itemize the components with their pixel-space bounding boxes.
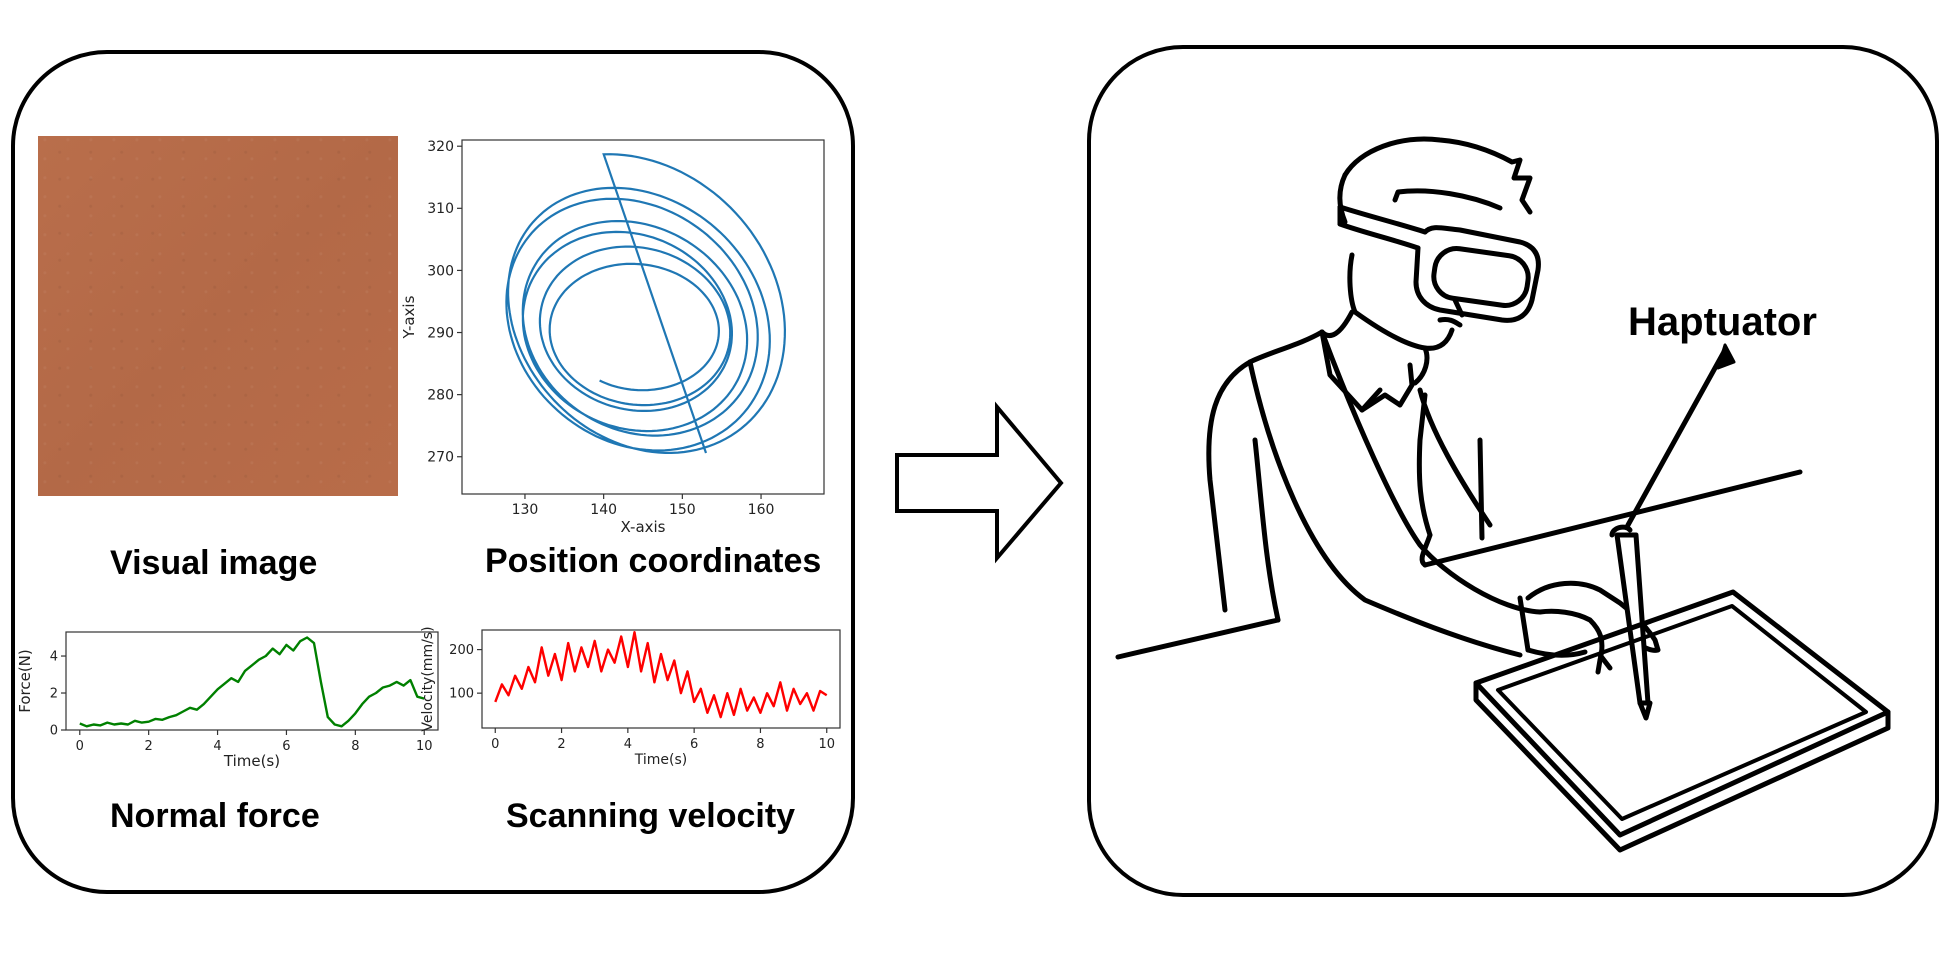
texture-image [38,136,398,496]
x-tick-label: 160 [748,502,775,518]
haptuator-label: Haptuator [1628,300,1817,344]
force-line [79,636,425,728]
caption-scanning-velocity: Scanning velocity [506,797,796,835]
x-tick-label: 6 [282,739,290,754]
y-tick-label: 280 [427,388,454,404]
x-axis-label: X-axis [621,518,666,536]
y-tick-label: 200 [449,643,474,658]
caption-normal-force: Normal force [110,797,320,835]
x-axis-label: Time(s) [223,752,280,770]
tablet [1473,589,1891,853]
caption-visual-image: Visual image [110,544,318,582]
x-tick-label: 10 [416,739,433,754]
arm [1247,329,1543,658]
x-axis-label: Time(s) [634,752,687,768]
vr-headset [1337,204,1541,323]
x-tick-label: 2 [557,737,565,752]
plot-frame [461,139,825,495]
y-tick-label: 270 [427,450,454,466]
head [1337,136,1533,351]
stylus [1609,524,1653,721]
haptuator-pointer [1625,343,1736,528]
x-tick-label: 150 [669,502,696,518]
plot-frame [65,631,439,731]
y-axis-label: Force(N) [16,649,34,713]
table-edge [1115,469,1803,660]
x-tick-label: 130 [512,502,539,518]
y-tick-label: 2 [50,687,58,702]
x-tick-label: 2 [145,739,153,754]
velocity-line [494,631,828,719]
y-tick-label: 300 [427,263,454,279]
x-tick-label: 0 [491,737,499,752]
caption-position-coordinates: Position coordinates [485,542,822,580]
y-axis-label: Velocity(mm/s) [420,626,436,731]
x-tick-label: 8 [351,739,359,754]
y-tick-label: 100 [449,687,474,702]
plot-frame [481,629,841,729]
x-tick-label: 4 [213,739,221,754]
x-tick-label: 8 [756,737,764,752]
x-tick-label: 6 [690,737,698,752]
y-tick-label: 290 [427,325,454,341]
trajectory-line [505,153,787,454]
y-tick-label: 320 [427,139,454,155]
x-tick-label: 10 [818,737,835,752]
x-tick-label: 0 [76,739,84,754]
x-tick-label: 4 [624,737,632,752]
y-tick-label: 4 [50,650,58,665]
y-axis-label: Y-axis [400,295,418,339]
y-tick-label: 0 [50,724,58,739]
y-tick-label: 310 [427,201,454,217]
x-tick-label: 140 [590,502,617,518]
